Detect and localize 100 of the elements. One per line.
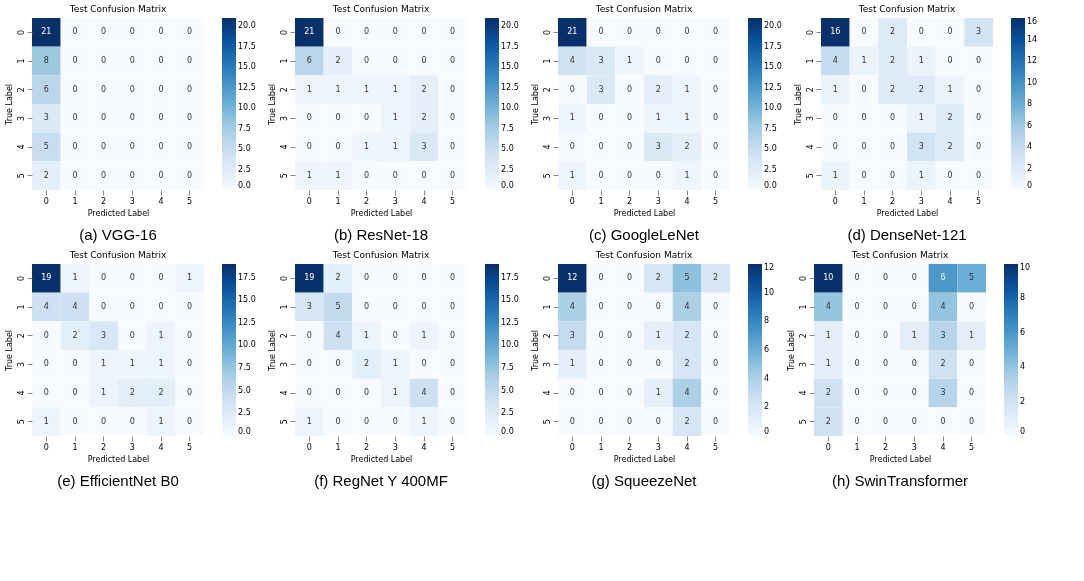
data-label: 0 — [598, 142, 604, 151]
data-label: 0 — [364, 388, 370, 397]
color-bar-label: 17.5 — [238, 272, 256, 282]
data-label: 1 — [825, 330, 831, 340]
y-tick-label: 5 — [542, 173, 552, 179]
color-bar-label: 0.0 — [238, 427, 251, 436]
color-bar-label: 7.5 — [501, 363, 514, 373]
y-tick-label: 4 — [279, 390, 289, 396]
x-axis-title: Predicted Label — [876, 208, 939, 218]
data-label: 0 — [43, 359, 49, 369]
data-label: 1 — [832, 170, 838, 180]
data-label: 1 — [627, 56, 633, 65]
data-label: 0 — [854, 359, 860, 369]
data-label: 0 — [392, 302, 398, 311]
data-label: 0 — [569, 388, 575, 397]
data-label: 0 — [713, 388, 719, 397]
y-tick-label: 4 — [798, 390, 808, 396]
data-label: 0 — [890, 113, 896, 123]
data-label: 12 — [567, 273, 578, 283]
data-label: 0 — [392, 56, 398, 65]
data-label: 0 — [947, 27, 953, 37]
data-label: 1 — [335, 84, 341, 94]
data-label: 0 — [129, 142, 135, 151]
data-label: 0 — [101, 113, 107, 123]
color-bar-label: 20.0 — [501, 21, 519, 31]
data-label: 3 — [598, 56, 604, 65]
x-tick-label: 5 — [713, 196, 719, 206]
data-label: 0 — [101, 56, 107, 65]
x-tick-label: 0 — [569, 196, 575, 206]
x-tick-label: 4 — [684, 442, 690, 452]
x-tick-label: 5 — [187, 196, 193, 206]
data-label: 4 — [335, 330, 341, 340]
data-label: 2 — [335, 56, 341, 65]
color-bar-label: 17.5 — [501, 41, 519, 51]
data-label: 0 — [713, 170, 719, 180]
data-label: 3 — [918, 142, 924, 151]
data-label: 0 — [976, 84, 982, 94]
data-label: 0 — [72, 113, 78, 123]
data-label: 0 — [421, 359, 427, 369]
data-label: 0 — [450, 273, 456, 283]
x-tick-label: 3 — [392, 442, 398, 452]
data-label: 5 — [969, 273, 975, 283]
x-tick-label: 1 — [335, 196, 341, 206]
data-label: 0 — [911, 388, 917, 397]
data-label: 0 — [129, 27, 135, 37]
x-tick-label: 0 — [306, 196, 312, 206]
color-bar-label: 0.0 — [238, 181, 251, 190]
x-tick-label: 3 — [392, 196, 398, 206]
x-axis-title: Predicted Label — [87, 208, 150, 218]
color-bar-label: 0.0 — [764, 181, 777, 190]
data-label: 0 — [43, 330, 49, 340]
data-label: 4 — [72, 302, 78, 311]
data-label: 0 — [72, 170, 78, 180]
y-tick-label: 5 — [805, 173, 815, 179]
data-label: 3 — [655, 142, 661, 151]
y-tick-label: 5 — [279, 419, 289, 425]
data-label: 0 — [861, 142, 867, 151]
data-label: 2 — [947, 113, 953, 123]
data-label: 1 — [655, 330, 661, 340]
data-label: 1 — [947, 84, 953, 94]
y-tick-label: 1 — [279, 58, 289, 64]
data-label: 0 — [627, 273, 633, 283]
data-label: 2 — [364, 359, 370, 369]
x-tick-label: 0 — [43, 196, 49, 206]
x-tick-label: 3 — [655, 196, 661, 206]
data-label: 0 — [627, 170, 633, 180]
y-axis-title: True Label — [793, 83, 803, 127]
data-label: 0 — [187, 359, 193, 369]
data-label: 0 — [918, 27, 924, 37]
data-label: 0 — [158, 170, 164, 180]
x-axis-title: Predicted Label — [869, 454, 932, 464]
x-axis-title: Predicted Label — [87, 454, 150, 464]
data-label: 0 — [158, 113, 164, 123]
data-label: 4 — [421, 388, 427, 397]
data-label: 0 — [421, 27, 427, 37]
data-label: 0 — [450, 56, 456, 65]
data-label: 0 — [832, 142, 838, 151]
y-tick-label: 3 — [16, 361, 26, 367]
data-label: 0 — [101, 170, 107, 180]
data-label: 0 — [158, 27, 164, 37]
x-tick-label: 3 — [911, 442, 917, 452]
data-label: 0 — [883, 359, 889, 369]
color-bar-label: 2.5 — [764, 164, 777, 174]
data-label: 0 — [450, 113, 456, 123]
x-tick-label: 2 — [364, 196, 370, 206]
y-tick-label: 5 — [279, 173, 289, 179]
y-tick-label: 0 — [542, 29, 552, 35]
data-label: 1 — [918, 170, 924, 180]
data-label: 2 — [72, 330, 78, 340]
y-tick-label: 3 — [805, 115, 815, 121]
color-bar-label: 8 — [1027, 99, 1033, 108]
data-label: 3 — [421, 142, 427, 151]
color-bar-label: 12.5 — [238, 317, 256, 327]
data-label: 0 — [421, 170, 427, 180]
color-bar-label: 10.0 — [501, 103, 519, 113]
y-tick-label: 4 — [542, 144, 552, 150]
y-axis-title: True Label — [267, 83, 277, 127]
data-label: 1 — [306, 170, 312, 180]
data-label: 1 — [569, 359, 575, 369]
color-bar-label: 0.0 — [501, 427, 514, 436]
